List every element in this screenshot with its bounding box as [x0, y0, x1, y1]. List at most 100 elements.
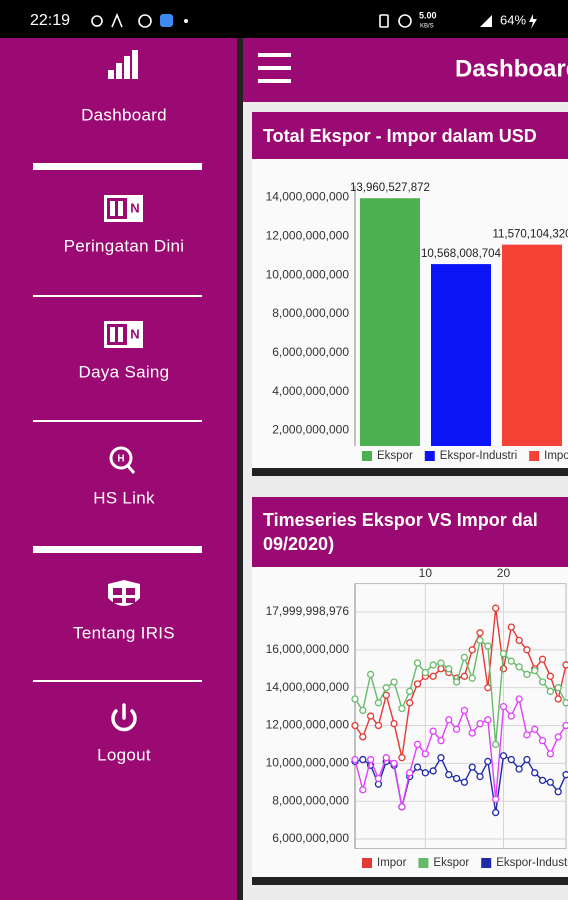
y-tick-label: 2,000,000,000 — [272, 423, 349, 437]
point — [507, 755, 515, 764]
point — [437, 659, 445, 667]
series-line — [354, 608, 567, 758]
point — [437, 754, 445, 762]
card-header — [252, 497, 568, 567]
value-label: 11,570,104,320 — [492, 229, 568, 241]
point — [390, 759, 398, 768]
menu-icon[interactable] — [258, 53, 291, 83]
point — [382, 691, 390, 699]
point — [460, 653, 469, 662]
point — [445, 771, 453, 779]
chart: 2,000,000,000 4,000,000,000 6,000,000,000 8… — [266, 182, 568, 462]
point — [374, 774, 383, 783]
y-tick-label: 4,000,000,000 — [272, 384, 349, 398]
chart: 6,000,000,000 8,000,000,000 10,000,000,000… — [266, 566, 568, 869]
separator — [33, 420, 202, 422]
point — [406, 699, 414, 707]
status-bar — [0, 0, 568, 38]
point — [562, 771, 568, 779]
point — [531, 666, 539, 675]
point — [398, 704, 406, 713]
drawer-item[interactable]: Daya Saing — [79, 362, 170, 381]
drawer-edge — [237, 38, 243, 900]
battery: 64% — [500, 12, 526, 27]
svg-text:H: H — [117, 454, 124, 465]
point — [531, 725, 539, 733]
chart-title: 09/2020) — [263, 534, 334, 554]
y-tick-label: 14,000,000,000 — [266, 680, 350, 694]
point — [554, 684, 562, 692]
separator — [33, 546, 202, 553]
point — [562, 699, 568, 707]
app-bar-title: Dashboard — [455, 55, 568, 82]
point — [538, 655, 547, 663]
y-tick-label: 8,000,000,000 — [272, 793, 349, 807]
point — [523, 646, 531, 654]
point — [359, 706, 367, 715]
legend-swatch — [362, 858, 372, 868]
drawer-item[interactable]: Peringatan Dini — [64, 236, 185, 255]
bar — [360, 198, 420, 446]
point — [413, 659, 422, 667]
hs-link-icon: H — [109, 446, 136, 474]
value-label: 10,568,008,704 — [421, 248, 502, 260]
point — [546, 687, 555, 696]
y-tick-label: 10,000,000,000 — [266, 267, 350, 281]
point — [468, 729, 476, 737]
point — [429, 672, 437, 680]
drawer-item[interactable]: Tentang IRIS — [73, 623, 175, 642]
point — [437, 736, 445, 745]
point — [492, 740, 500, 749]
point — [429, 661, 437, 669]
daya-saing-icon: N — [104, 321, 143, 348]
status-time: 22:19 — [30, 12, 70, 29]
point — [429, 767, 437, 775]
point — [366, 712, 375, 720]
point — [460, 672, 469, 680]
point — [374, 721, 383, 730]
drawer-item[interactable]: HS Link — [93, 488, 155, 507]
separator — [33, 680, 202, 682]
value-label: 13,960,527,872 — [350, 182, 430, 194]
point — [468, 763, 476, 771]
point — [468, 646, 476, 654]
point — [538, 736, 547, 745]
point — [413, 680, 422, 688]
point — [398, 754, 406, 762]
point — [507, 623, 515, 631]
legend-swatch — [481, 858, 492, 868]
point — [366, 670, 375, 679]
point — [460, 706, 469, 715]
point — [538, 776, 547, 785]
chart-title: Total Ekspor - Impor dalam USD — [263, 126, 537, 146]
y-tick-label: 12,000,000,000 — [266, 718, 350, 732]
point — [523, 755, 531, 764]
point — [554, 733, 562, 741]
point — [499, 649, 508, 658]
point — [382, 684, 390, 692]
legend-swatch — [424, 451, 435, 461]
drawer-item[interactable]: Dashboard — [81, 105, 167, 124]
point — [390, 678, 398, 686]
point — [476, 636, 484, 645]
point — [421, 668, 429, 677]
y-tick-label: 14,000,000,000 — [266, 190, 350, 204]
point — [499, 752, 508, 760]
svg-text:N: N — [130, 200, 139, 215]
chart-title: Timeseries Ekspor VS Impor dal — [263, 510, 538, 530]
point — [523, 670, 531, 679]
net-speed: 5.00 — [419, 10, 437, 20]
drawer-item[interactable]: Logout — [97, 745, 151, 764]
point — [351, 755, 359, 764]
logout-icon — [111, 703, 137, 732]
point — [538, 678, 547, 686]
point — [484, 684, 492, 692]
point — [445, 665, 453, 673]
separator — [33, 163, 202, 170]
point — [445, 716, 453, 724]
y-tick-label: 10,000,000,000 — [266, 756, 350, 770]
point — [351, 721, 359, 730]
legend-label: Ekspor — [433, 857, 469, 869]
point — [468, 674, 476, 682]
